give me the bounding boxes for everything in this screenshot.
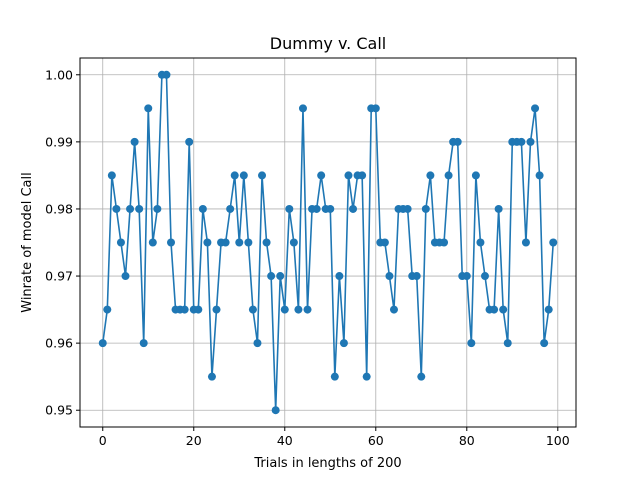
data-point — [294, 305, 303, 314]
data-point — [221, 238, 230, 247]
data-point — [444, 171, 453, 180]
data-point — [440, 238, 449, 247]
x-tick-label: 60 — [368, 433, 384, 448]
data-point — [494, 204, 503, 213]
y-tick-label: 0.95 — [45, 403, 73, 418]
x-tick-label: 0 — [99, 433, 107, 448]
data-point — [271, 406, 280, 415]
ticks: 0 20 40 60 80 100 0.95 0.96 0.97 0.98 0.99 1.00 — [45, 67, 570, 448]
data-point — [385, 272, 394, 281]
data-point — [358, 171, 367, 180]
data-point — [403, 204, 412, 213]
data-point — [317, 171, 326, 180]
y-tick-label: 0.98 — [45, 201, 73, 216]
chart-title: Dummy v. Call — [270, 34, 386, 53]
data-point — [289, 238, 298, 247]
y-axis-label: Winrate of model Call — [20, 172, 35, 313]
data-point — [471, 171, 480, 180]
x-tick-label: 80 — [459, 433, 475, 448]
data-point — [198, 204, 207, 213]
data-point — [389, 305, 398, 314]
data-point — [276, 272, 285, 281]
data-point — [185, 137, 194, 146]
data-point — [116, 238, 125, 247]
x-axis-label: Trials in lengths of 200 — [253, 456, 401, 471]
data-point — [121, 272, 130, 281]
data-point — [239, 171, 248, 180]
data-point — [226, 204, 235, 213]
data-point — [162, 70, 171, 79]
x-tick-label: 20 — [186, 433, 202, 448]
data-point — [244, 238, 253, 247]
data-point — [126, 204, 135, 213]
data-point — [503, 339, 512, 348]
data-point — [312, 204, 321, 213]
data-point — [476, 238, 485, 247]
data-point — [98, 339, 107, 348]
data-point — [521, 238, 530, 247]
data-point — [212, 305, 221, 314]
data-point — [417, 372, 426, 381]
data-point — [326, 204, 335, 213]
y-tick-label: 0.99 — [45, 134, 73, 149]
data-point — [371, 104, 380, 113]
data-point — [280, 305, 289, 314]
data-point — [453, 137, 462, 146]
data-point — [207, 372, 216, 381]
data-point — [194, 305, 203, 314]
data-point — [544, 305, 553, 314]
data-point — [203, 238, 212, 247]
data-point — [330, 372, 339, 381]
data-point — [262, 238, 271, 247]
data-point — [490, 305, 499, 314]
x-tick-label: 100 — [546, 433, 570, 448]
data-point — [103, 305, 112, 314]
data-point — [107, 171, 116, 180]
data-point — [480, 272, 489, 281]
data-point — [148, 238, 157, 247]
data-point — [230, 171, 239, 180]
plot-area-frame — [79, 57, 577, 428]
data-point — [248, 305, 257, 314]
data-point — [549, 238, 558, 247]
data-point — [344, 171, 353, 180]
data-point — [303, 305, 312, 314]
data-point — [180, 305, 189, 314]
data-point — [167, 238, 176, 247]
data-point — [144, 104, 153, 113]
data-point — [112, 204, 121, 213]
data-point — [298, 104, 307, 113]
data-point — [531, 104, 540, 113]
data-point — [339, 339, 348, 348]
data-point — [235, 238, 244, 247]
data-point — [285, 204, 294, 213]
data-point — [412, 272, 421, 281]
data-point — [421, 204, 430, 213]
data-point — [135, 204, 144, 213]
data-point — [467, 339, 476, 348]
data-point — [380, 238, 389, 247]
x-tick-label: 40 — [277, 433, 293, 448]
data-point — [153, 204, 162, 213]
data-point — [267, 272, 276, 281]
data-point — [535, 171, 544, 180]
data-point — [253, 339, 262, 348]
data-point — [362, 372, 371, 381]
data-point — [462, 272, 471, 281]
data-point — [426, 171, 435, 180]
data-point — [349, 204, 358, 213]
data-point — [139, 339, 148, 348]
data-point — [540, 339, 549, 348]
y-tick-label: 0.96 — [45, 336, 73, 351]
y-tick-label: 0.97 — [45, 269, 73, 284]
data-point — [517, 137, 526, 146]
data-point — [258, 171, 267, 180]
series-line-group — [98, 70, 558, 415]
data-point — [526, 137, 535, 146]
data-point — [499, 305, 508, 314]
y-tick-label: 1.00 — [45, 67, 73, 82]
data-point — [335, 272, 344, 281]
data-point — [130, 137, 139, 146]
